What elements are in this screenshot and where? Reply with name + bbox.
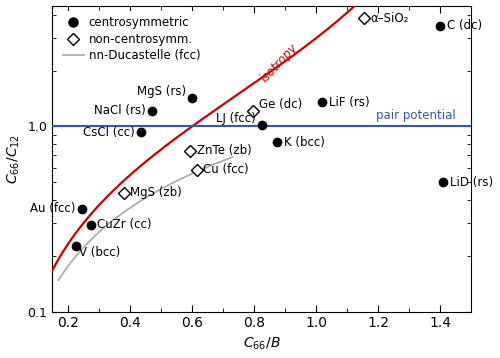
Text: LiF (rs): LiF (rs) — [328, 96, 369, 109]
Text: C (dc): C (dc) — [446, 19, 482, 32]
Text: CsCl (cc): CsCl (cc) — [83, 126, 134, 139]
Text: Au (fcc): Au (fcc) — [30, 202, 76, 215]
Text: CuZr (cc): CuZr (cc) — [98, 218, 152, 231]
Text: isotropy: isotropy — [258, 41, 300, 85]
Y-axis label: $C_{66} / C_{12}$: $C_{66} / C_{12}$ — [6, 134, 22, 184]
Text: Ge (dc): Ge (dc) — [258, 97, 302, 111]
Text: MgS (zb): MgS (zb) — [130, 186, 182, 199]
Text: pair potential: pair potential — [376, 109, 456, 122]
Text: ZnTe (zb): ZnTe (zb) — [196, 144, 252, 157]
Text: LJ (fcc): LJ (fcc) — [216, 112, 256, 125]
Text: Cu (fcc): Cu (fcc) — [203, 163, 248, 176]
X-axis label: $C_{66} / B$: $C_{66} / B$ — [243, 336, 281, 352]
Text: NaCl (rs): NaCl (rs) — [94, 104, 146, 117]
Legend: centrosymmetric, non-centrosymm., nn-Ducastelle (fcc): centrosymmetric, non-centrosymm., nn-Duc… — [58, 11, 205, 67]
Text: V (bcc): V (bcc) — [78, 246, 120, 260]
Text: K (bcc): K (bcc) — [284, 136, 325, 149]
Text: MgS (rs): MgS (rs) — [136, 85, 186, 98]
Text: LiD (rs): LiD (rs) — [450, 176, 493, 189]
Text: α–SiO₂: α–SiO₂ — [370, 11, 409, 25]
